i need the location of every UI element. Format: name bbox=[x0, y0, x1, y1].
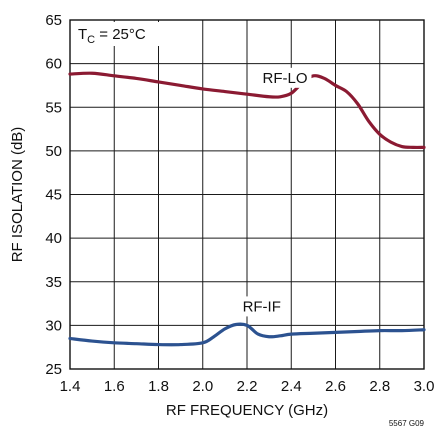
x-axis-label: RF FREQUENCY (GHz) bbox=[166, 402, 328, 419]
x-tick-label: 2.6 bbox=[325, 378, 346, 395]
y-tick-label: 30 bbox=[45, 317, 62, 334]
x-tick-label: 1.6 bbox=[104, 378, 125, 395]
series-group: RF-LO RF-IF bbox=[68, 67, 426, 347]
series-label-bg bbox=[238, 296, 285, 317]
figure-id: 5567 G09 bbox=[389, 419, 425, 428]
temperature-annotation: TC = 25°C bbox=[72, 22, 160, 46]
y-tick-label: 45 bbox=[45, 187, 62, 204]
y-tick-label: 55 bbox=[45, 99, 62, 116]
grid bbox=[69, 19, 425, 370]
x-tick-label: 2.8 bbox=[369, 378, 390, 395]
y-tick-label: 40 bbox=[45, 230, 62, 247]
y-axis-label: RF ISOLATION (dB) bbox=[9, 127, 26, 263]
plot-frame bbox=[69, 19, 425, 370]
x-tick-label: 1.4 bbox=[60, 378, 81, 395]
svg-text:TC = 25°C: TC = 25°C bbox=[78, 26, 146, 46]
series-line-rf-lo bbox=[68, 71, 426, 150]
y-tick-label: 65 bbox=[45, 12, 62, 29]
series-label-rf-if: RF-IF bbox=[243, 298, 281, 315]
x-tick-label: 1.8 bbox=[148, 378, 169, 395]
x-tick-labels: 1.4 1.6 1.8 2.0 2.2 2.4 2.6 2.8 3.0 bbox=[60, 378, 434, 395]
y-tick-label: 25 bbox=[45, 361, 62, 378]
series-label-bg bbox=[258, 67, 312, 88]
y-tick-label: 60 bbox=[45, 56, 62, 73]
y-tick-labels: 25 30 35 40 45 50 55 60 65 bbox=[45, 12, 62, 378]
y-tick-label: 35 bbox=[45, 274, 62, 291]
x-tick-label: 2.2 bbox=[237, 378, 258, 395]
series-line-rf-if bbox=[68, 322, 426, 347]
series-label-rf-lo: RF-LO bbox=[262, 70, 307, 87]
x-tick-label: 2.0 bbox=[192, 378, 213, 395]
y-tick-label: 50 bbox=[45, 143, 62, 160]
x-tick-label: 3.0 bbox=[414, 378, 434, 395]
x-tick-label: 2.4 bbox=[281, 378, 302, 395]
